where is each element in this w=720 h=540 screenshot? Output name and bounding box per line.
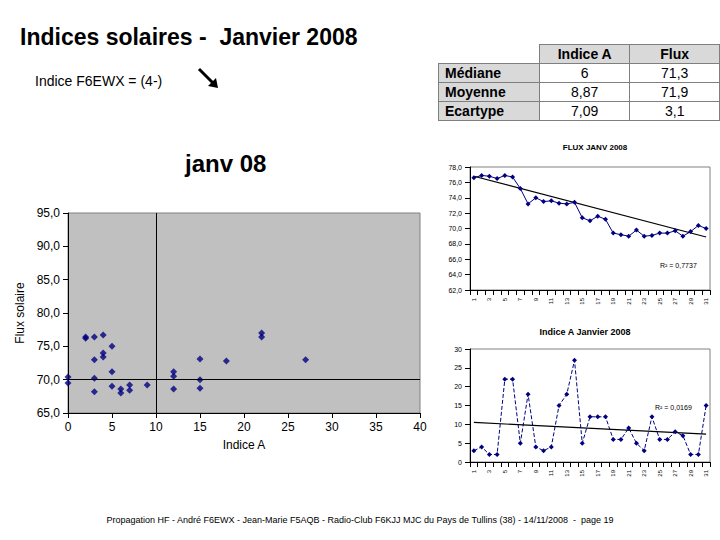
html-text:Propagation HF - André F6EWX -: Propagation HF - André F6EWX - Jean-Mari… xyxy=(106,515,614,525)
svg-text:25: 25 xyxy=(454,364,462,371)
svg-text:0: 0 xyxy=(458,459,462,466)
svg-text:15: 15 xyxy=(579,297,585,304)
svg-text:72,0: 72,0 xyxy=(448,210,462,217)
svg-text:11: 11 xyxy=(548,469,554,476)
svg-text:31: 31 xyxy=(703,469,709,476)
svg-text:25: 25 xyxy=(657,297,663,304)
svg-text:85,0: 85,0 xyxy=(37,273,61,287)
svg-text:5: 5 xyxy=(502,297,508,301)
svg-text:Indice A Janvier 2008: Indice A Janvier 2008 xyxy=(540,327,631,337)
svg-text:5: 5 xyxy=(502,469,508,473)
svg-text:90,0: 90,0 xyxy=(37,239,61,253)
svg-text:25: 25 xyxy=(281,420,295,434)
svg-text:25: 25 xyxy=(657,469,663,476)
svg-text:29: 29 xyxy=(688,297,694,304)
svg-text:21: 21 xyxy=(626,469,632,476)
svg-text:20: 20 xyxy=(237,420,251,434)
svg-text:23: 23 xyxy=(641,469,647,476)
svg-text:19: 19 xyxy=(610,469,616,476)
svg-text:21: 21 xyxy=(626,297,632,304)
html-text:Moyenne: Moyenne xyxy=(445,84,506,100)
svg-text:64,0: 64,0 xyxy=(448,271,462,278)
html-text:8,87: 8,87 xyxy=(571,84,599,100)
svg-text:35: 35 xyxy=(369,420,383,434)
svg-text:30: 30 xyxy=(325,420,339,434)
svg-text:75,0: 75,0 xyxy=(37,339,61,353)
svg-text:1: 1 xyxy=(471,469,477,473)
svg-text:0: 0 xyxy=(65,420,72,434)
svg-text:13: 13 xyxy=(564,469,570,476)
svg-text:40: 40 xyxy=(413,420,427,434)
svg-text:R² = 0,0169: R² = 0,0169 xyxy=(655,404,692,411)
html-text:Ecartype: Ecartype xyxy=(445,103,505,119)
svg-text:65,0: 65,0 xyxy=(37,406,61,420)
svg-text:7: 7 xyxy=(517,297,523,301)
svg-text:1: 1 xyxy=(471,297,477,301)
html-text:Indice F6EWX = (4-): Indice F6EWX = (4-) xyxy=(35,73,163,89)
svg-text:R² = 0,7737: R² = 0,7737 xyxy=(660,262,697,269)
svg-text:76,0: 76,0 xyxy=(448,179,462,186)
html-text:Médiane: Médiane xyxy=(445,65,501,81)
svg-text:FLUX JANV 2008: FLUX JANV 2008 xyxy=(563,143,628,152)
svg-text:15: 15 xyxy=(579,469,585,476)
svg-text:11: 11 xyxy=(548,297,554,304)
svg-text:70,0: 70,0 xyxy=(448,225,462,232)
svg-text:Flux solaire: Flux solaire xyxy=(13,282,27,344)
html-text:71,3: 71,3 xyxy=(661,65,689,81)
svg-text:68,0: 68,0 xyxy=(448,240,462,247)
svg-text:23: 23 xyxy=(641,297,647,304)
svg-text:80,0: 80,0 xyxy=(37,306,61,320)
svg-text:70,0: 70,0 xyxy=(37,373,61,387)
svg-text:17: 17 xyxy=(595,297,601,304)
svg-text:9: 9 xyxy=(533,469,539,473)
svg-text:66,0: 66,0 xyxy=(448,256,462,263)
html-text:Flux: Flux xyxy=(660,46,690,62)
svg-text:78,0: 78,0 xyxy=(448,164,462,171)
svg-text:27: 27 xyxy=(672,297,678,304)
svg-text:31: 31 xyxy=(703,297,709,304)
svg-text:5: 5 xyxy=(109,420,116,434)
svg-text:3: 3 xyxy=(486,469,492,473)
svg-text:15: 15 xyxy=(454,402,462,409)
html-text:Indices solaires - Janvier 200: Indices solaires - Janvier 2008 xyxy=(20,24,358,50)
html-text:Indice A: Indice A xyxy=(557,46,612,62)
svg-text:janv 08: janv 08 xyxy=(184,150,266,177)
html-text:3,1: 3,1 xyxy=(665,103,685,119)
svg-text:20: 20 xyxy=(454,383,462,390)
svg-text:Indice A: Indice A xyxy=(223,438,266,452)
svg-text:30: 30 xyxy=(454,346,462,353)
html-text:7,09: 7,09 xyxy=(571,103,599,119)
svg-text:5: 5 xyxy=(458,440,462,447)
svg-text:10: 10 xyxy=(149,420,163,434)
svg-text:95,0: 95,0 xyxy=(37,206,61,220)
svg-text:9: 9 xyxy=(533,297,539,301)
svg-text:10: 10 xyxy=(454,421,462,428)
svg-text:27: 27 xyxy=(672,469,678,476)
svg-text:29: 29 xyxy=(688,469,694,476)
html-text:6: 6 xyxy=(580,65,589,81)
html-text:71,9: 71,9 xyxy=(661,84,689,100)
svg-text:62,0: 62,0 xyxy=(448,287,462,294)
svg-text:74,0: 74,0 xyxy=(448,194,462,201)
svg-text:3: 3 xyxy=(486,297,492,301)
svg-text:13: 13 xyxy=(564,297,570,304)
svg-text:15: 15 xyxy=(193,420,207,434)
svg-text:19: 19 xyxy=(610,297,616,304)
svg-text:17: 17 xyxy=(595,469,601,476)
svg-text:7: 7 xyxy=(517,469,523,473)
